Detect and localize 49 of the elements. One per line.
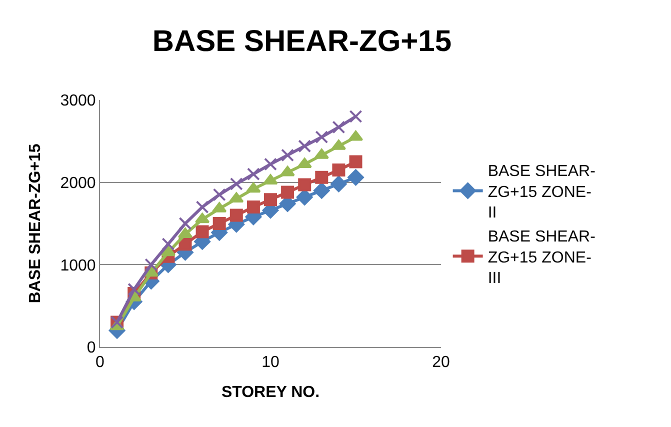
point — [194, 212, 210, 224]
point — [212, 217, 226, 230]
point — [315, 170, 328, 184]
legend-label: BASE SHEAR-ZG+15 ZONE-III — [488, 228, 596, 288]
point — [315, 130, 328, 144]
point — [246, 182, 261, 193]
point — [128, 282, 141, 296]
point — [314, 182, 330, 199]
point — [314, 148, 329, 159]
point — [281, 186, 294, 199]
y-tick-label: 3000 — [60, 92, 96, 110]
point — [349, 110, 362, 123]
point — [229, 192, 244, 203]
point — [264, 193, 277, 206]
point — [246, 168, 260, 181]
point — [297, 158, 312, 168]
point — [230, 208, 243, 222]
point — [348, 169, 364, 186]
y-tick-label: 1000 — [60, 257, 96, 274]
point — [212, 188, 226, 202]
point — [332, 163, 346, 176]
point — [178, 217, 192, 230]
point — [298, 140, 312, 153]
x-tick-label: 10 — [262, 354, 280, 372]
point — [160, 246, 176, 256]
point — [298, 178, 312, 192]
point — [230, 177, 243, 190]
point — [212, 202, 227, 212]
x-tick-label: 20 — [432, 354, 450, 372]
point — [264, 158, 277, 171]
point — [162, 238, 175, 251]
y-tick-label: 0 — [86, 340, 96, 357]
point — [332, 120, 346, 134]
x-axis-title: STOREY NO. — [221, 384, 320, 401]
legend-label: BASE SHEAR-ZG+15 ZONE-II — [488, 163, 596, 222]
point — [196, 200, 209, 214]
point — [144, 258, 158, 272]
chart-title: BASE SHEAR-ZG+15 — [152, 24, 452, 58]
point — [196, 225, 209, 238]
y-tick-label: 2000 — [60, 174, 96, 192]
point — [178, 238, 192, 251]
y-axis-title: BASE SHEAR-ZG+15 — [27, 144, 44, 304]
point — [263, 174, 278, 184]
point — [349, 155, 362, 168]
point — [280, 166, 295, 176]
point — [296, 189, 313, 206]
point — [330, 176, 347, 192]
point — [246, 200, 260, 214]
point — [281, 148, 294, 162]
